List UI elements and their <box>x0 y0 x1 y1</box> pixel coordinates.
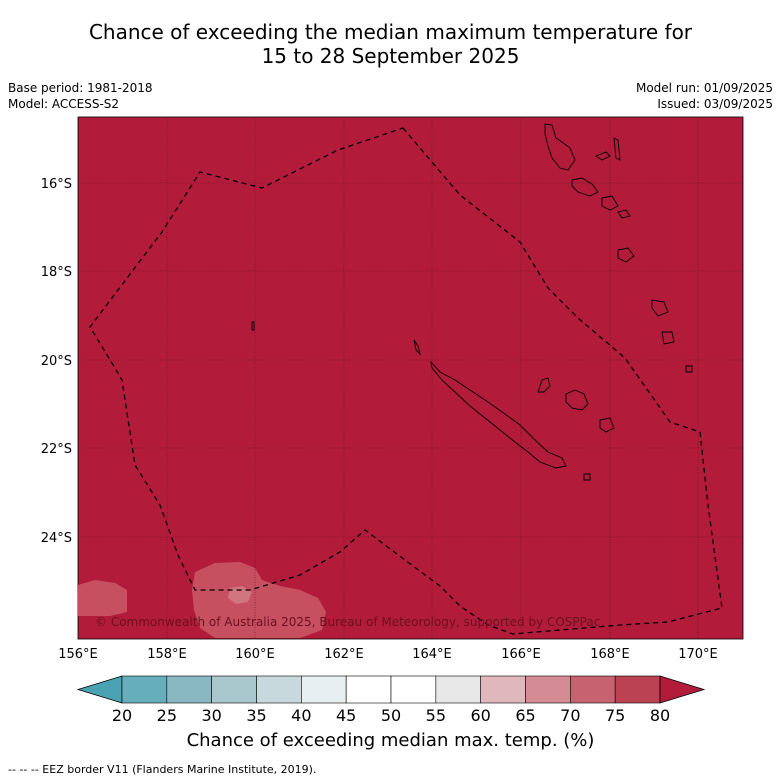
colorbar-bin <box>256 675 302 704</box>
colorbar-low-arrow <box>76 675 123 704</box>
coastlines <box>251 123 693 481</box>
ouvea <box>537 377 551 393</box>
colorbar-bin <box>301 675 347 704</box>
lon-label: 166°E <box>501 647 541 662</box>
colorbar-tick-label: 20 <box>112 706 132 725</box>
erromango <box>617 247 635 263</box>
colorbar-tick-label: 35 <box>246 706 266 725</box>
lifou <box>565 389 589 411</box>
graticule <box>78 117 743 639</box>
malekula <box>571 177 599 197</box>
lat-label: 22°S <box>41 442 72 457</box>
lon-labels: 156°E 158°E 160°E 162°E 164°E 166°E 168°… <box>58 647 718 662</box>
lon-label: 162°E <box>324 647 364 662</box>
lat-label: 18°S <box>41 265 72 280</box>
small-islet-2 <box>251 321 255 331</box>
map-area <box>77 116 744 640</box>
colorbar-tick-label: 60 <box>470 706 490 725</box>
colorbar-bin <box>570 675 616 704</box>
colorbar-ticks: 20 25 30 35 40 45 50 55 60 65 70 75 80 <box>112 706 670 725</box>
small-islet <box>685 365 693 373</box>
colorbar-tick-label: 30 <box>201 706 221 725</box>
new-caledonia <box>430 360 567 469</box>
aneityum <box>661 331 675 345</box>
mare <box>599 417 615 433</box>
colorbar-label: Chance of exceeding median max. temp. (%… <box>186 730 595 751</box>
lat-label: 16°S <box>41 177 72 192</box>
lon-label: 160°E <box>235 647 275 662</box>
lon-label: 158°E <box>147 647 187 662</box>
low-probability-patch-2 <box>192 562 326 638</box>
map-title-line1: Chance of exceeding the median maximum t… <box>88 20 693 44</box>
maewo <box>595 151 611 161</box>
colorbar-tick-label: 70 <box>560 706 580 725</box>
colorbar-bin <box>345 675 392 704</box>
lon-label: 170°E <box>678 647 718 662</box>
colorbar-bin <box>480 675 526 704</box>
pentecost <box>613 137 621 161</box>
lat-labels: 16°S 18°S 20°S 22°S 24°S <box>41 177 72 546</box>
copyright-notice: © Commonwealth of Australia 2025, Bureau… <box>95 615 600 629</box>
model-label: Model: ACCESS-S2 <box>8 97 120 111</box>
lon-label: 168°E <box>590 647 630 662</box>
colorbar-bin <box>121 675 168 704</box>
colorbar-tick-label: 75 <box>605 706 625 725</box>
colorbar-tick-label: 40 <box>291 706 311 725</box>
belep-islands <box>413 339 421 356</box>
efate <box>601 195 619 211</box>
colorbar-high-arrow <box>659 675 706 704</box>
colorbar-bin <box>435 675 481 704</box>
colorbar <box>76 675 706 704</box>
colorbar-bin <box>614 675 661 704</box>
colorbar-bin <box>525 675 571 704</box>
colorbar-tick-label: 50 <box>381 706 401 725</box>
colorbar-bin <box>211 675 257 704</box>
colorbar-bin <box>166 675 212 704</box>
colorbar-tick-label: 55 <box>426 706 446 725</box>
isle-of-pines <box>583 473 591 481</box>
model-run-label: Model run: 01/09/2025 <box>635 81 773 95</box>
eez-footnote: -- -- -- EEZ border V11 (Flanders Marine… <box>8 763 317 776</box>
lat-label: 24°S <box>41 531 72 546</box>
colorbar-tick-label: 80 <box>650 706 670 725</box>
colorbar-bin <box>390 675 437 704</box>
espiritu-santo <box>544 123 576 171</box>
map-title-line2: 15 to 28 September 2025 <box>261 44 520 68</box>
colorbar-tick-label: 25 <box>157 706 177 725</box>
lat-label: 20°S <box>41 354 72 369</box>
lon-label: 164°E <box>412 647 452 662</box>
issued-label: Issued: 03/09/2025 <box>657 97 773 111</box>
colorbar-tick-label: 45 <box>336 706 356 725</box>
colorbar-tick-label: 65 <box>515 706 535 725</box>
low-probability-patch <box>78 580 127 616</box>
ambrym <box>617 209 631 219</box>
tanna <box>651 299 669 317</box>
lon-label: 156°E <box>58 647 98 662</box>
base-period-label: Base period: 1981-2018 <box>8 81 153 95</box>
